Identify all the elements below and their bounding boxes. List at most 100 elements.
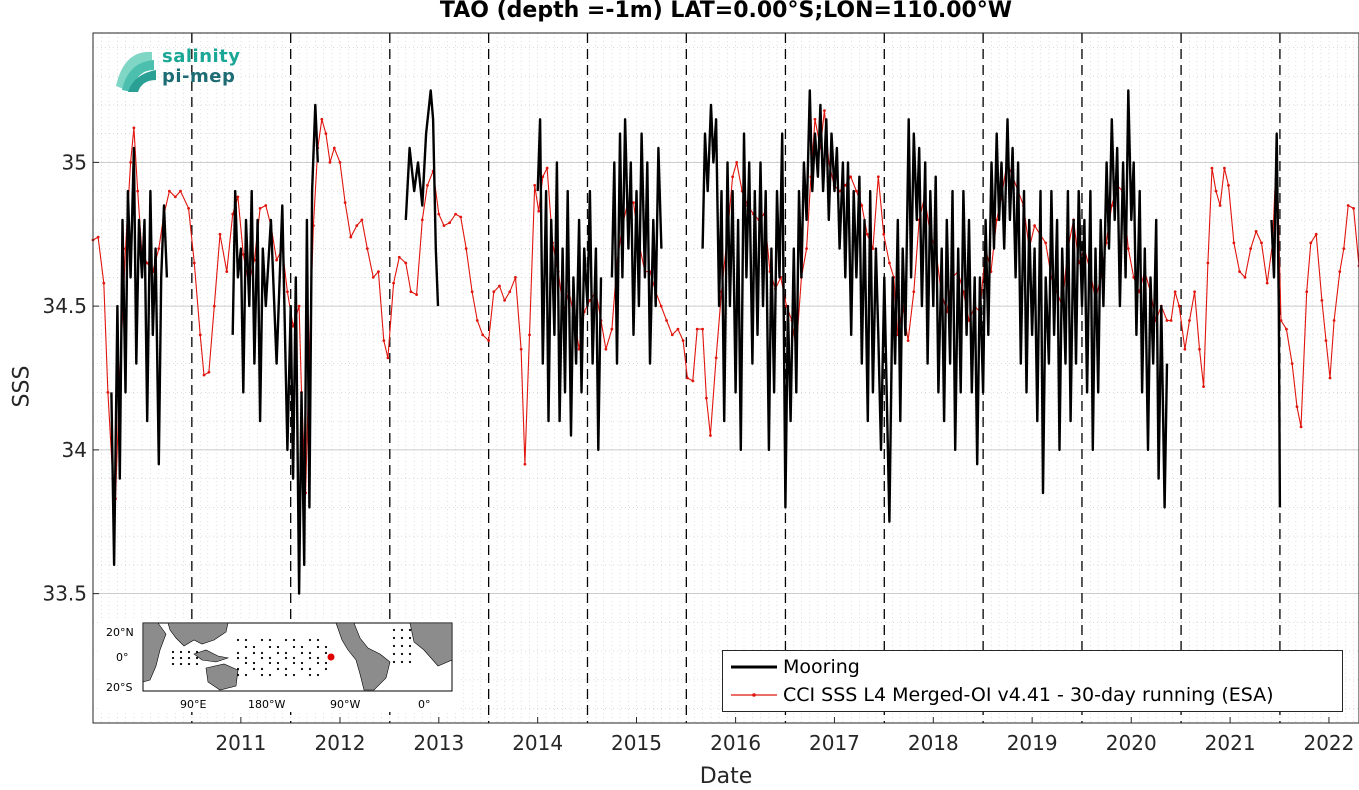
data-point-cci [665, 319, 668, 322]
legend-label-cci: CCI SSS L4 Merged-OI v4.41 - 30-day runn… [783, 684, 1274, 706]
buoy-dot [195, 656, 199, 660]
map-land-australia [205, 663, 239, 691]
buoy-dot [400, 644, 404, 648]
data-point-cci [1309, 241, 1313, 245]
data-point-cci [132, 126, 136, 130]
data-point-cci [498, 284, 501, 288]
buoy-dot [187, 662, 191, 666]
buoy-dot [244, 673, 248, 677]
series-mooring [110, 89, 1282, 595]
map-land-africa-west [409, 622, 453, 667]
series-line-mooring [110, 146, 169, 567]
legend-label-mooring: Mooring [783, 656, 860, 678]
data-point-cci [888, 261, 891, 265]
buoy-dot [400, 660, 404, 664]
data-point-cci [1218, 204, 1222, 207]
buoy-dot [252, 651, 256, 655]
data-point-cci [1193, 290, 1197, 294]
buoy-dot [292, 645, 296, 649]
map-land-asia [167, 622, 229, 647]
data-point-cci [533, 183, 537, 187]
data-point-cci [523, 462, 527, 466]
buoy-dot [284, 667, 288, 671]
data-point-cci [349, 235, 353, 239]
data-point-cci [129, 160, 133, 164]
data-point-cci [691, 379, 695, 383]
legend: Mooring CCI SSS L4 Merged-OI v4.41 - 30-… [722, 650, 1343, 712]
data-point-cci [487, 339, 491, 343]
data-point-cci [528, 333, 531, 337]
buoy-dot [252, 667, 256, 671]
data-point-cci [1173, 290, 1177, 294]
series-line-mooring [536, 118, 603, 452]
data-point-cci [871, 247, 875, 251]
chart-title: TAO (depth =-1m) LAT=0.00°S;LON=110.00°W [439, 0, 1013, 23]
data-point-cci [173, 195, 177, 199]
y-tick-label: 34 [62, 438, 87, 462]
buoy-dot [392, 644, 396, 648]
buoy-dot [260, 638, 264, 642]
buoy-dot [408, 660, 412, 664]
data-point-cci [481, 333, 485, 337]
data-point-cci [508, 290, 512, 294]
data-point-cci [1243, 275, 1247, 279]
data-point-cci [343, 201, 347, 205]
buoy-dot [400, 628, 404, 632]
data-point-cci [1227, 183, 1230, 187]
y-tick-label: 34.5 [42, 294, 87, 318]
data-point-cci [167, 189, 171, 193]
buoy-dot [300, 651, 304, 655]
buoy-dot [260, 651, 264, 655]
data-point-cci [1320, 298, 1324, 302]
data-point-cci [1202, 385, 1205, 389]
inset-lat-label-20s: 20°S [106, 681, 132, 694]
x-tick-label: 2022 [1303, 731, 1354, 755]
buoy-dot [316, 661, 320, 665]
data-point-cci [207, 370, 211, 374]
x-tick-label: 2014 [512, 731, 563, 755]
buoy-dot [171, 662, 175, 666]
buoy-dot [276, 661, 280, 665]
buoy-dot [260, 656, 264, 660]
buoy-dot [187, 650, 191, 654]
y-tick-label: 33.5 [42, 582, 87, 606]
x-tick-label: 2018 [908, 731, 959, 755]
buoy-dot [268, 673, 272, 677]
data-point-cci [231, 212, 235, 216]
data-point-cci [1044, 241, 1048, 245]
data-point-cci [514, 275, 517, 279]
data-point-cci [1285, 327, 1288, 331]
x-tick-label: 2012 [315, 731, 366, 755]
buoy-dot [324, 667, 328, 671]
data-point-cci [823, 109, 826, 113]
x-tick-label: 2013 [413, 731, 464, 755]
data-point-cci [404, 261, 408, 265]
data-point-cci [291, 324, 295, 328]
data-point-cci [1210, 166, 1214, 170]
data-point-cci [187, 206, 190, 210]
data-point-cci [537, 209, 541, 213]
data-point-cci [1254, 229, 1258, 233]
station-marker [327, 653, 335, 661]
data-point-cci [437, 212, 441, 216]
buoy-dot [236, 673, 240, 677]
data-point-cci [225, 270, 229, 274]
data-point-cci [198, 333, 202, 337]
buoy-dot [244, 638, 248, 642]
data-point-cci [882, 232, 886, 236]
buoy-dot [324, 661, 328, 665]
x-ticks: 2011 2012 2013 2014 2015 2016 2017 2018 2019 2020… [215, 717, 1354, 755]
data-point-cci [906, 339, 910, 343]
buoy-dot [195, 650, 199, 654]
buoy-dot [260, 667, 264, 671]
data-point-cci [324, 132, 328, 136]
buoy-dot [236, 667, 240, 671]
buoy-dot [300, 661, 304, 665]
x-tick-label: 2021 [1205, 731, 1256, 755]
data-point-cci [1198, 347, 1201, 351]
data-point-cci [1260, 241, 1263, 245]
buoy-dot [408, 636, 412, 640]
data-point-cci [686, 376, 689, 380]
data-point-cci [426, 183, 429, 187]
inset-location-map: 20°N 0° 20°S 90°E 180°W 90°W 0° [98, 620, 458, 712]
